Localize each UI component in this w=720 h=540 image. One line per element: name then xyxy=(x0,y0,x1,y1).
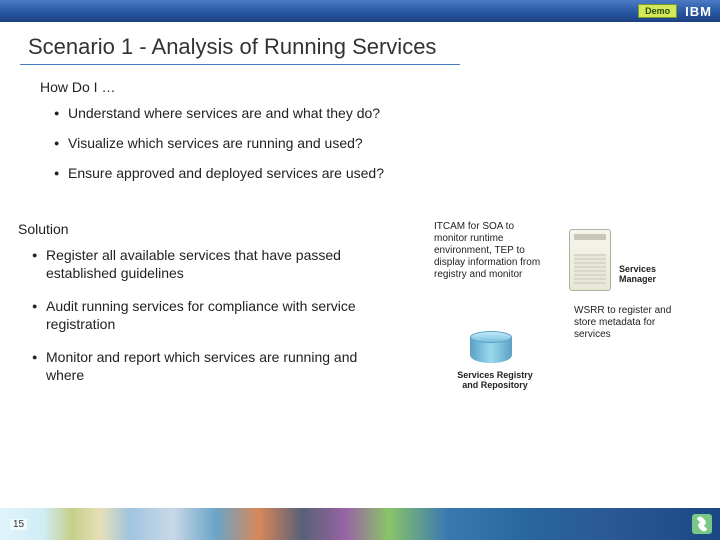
architecture-diagram: ITCAM for SOA to monitor runtime environ… xyxy=(394,221,694,421)
howdo-section: How Do I … Understand where services are… xyxy=(0,65,720,181)
server-icon xyxy=(569,229,611,291)
solution-section: Solution Register all available services… xyxy=(28,221,378,421)
ibm-logo: IBM xyxy=(685,4,712,19)
solution-list: Register all available services that hav… xyxy=(28,247,378,384)
footer-recycle-icon xyxy=(692,514,712,534)
demo-badge: Demo xyxy=(638,4,677,18)
solution-label: Solution xyxy=(18,221,378,237)
server-label: Services Manager xyxy=(619,265,689,285)
lower-section: Solution Register all available services… xyxy=(0,195,720,421)
diagram-note-itcam: ITCAM for SOA to monitor runtime environ… xyxy=(434,221,549,281)
footer-bar: 15 xyxy=(0,508,720,540)
solution-item: Register all available services that hav… xyxy=(32,247,378,282)
slide-title: Scenario 1 - Analysis of Running Service… xyxy=(0,22,720,64)
diagram-area: ITCAM for SOA to monitor runtime environ… xyxy=(394,221,704,421)
repository-label: Services Registry and Repository xyxy=(452,371,538,391)
database-icon xyxy=(470,331,512,365)
diagram-note-wsrr: WSRR to register and store metadata for … xyxy=(574,305,684,341)
header-bar: Demo IBM xyxy=(0,0,720,22)
solution-item: Audit running services for compliance wi… xyxy=(32,298,378,333)
slide-number: 15 xyxy=(10,519,27,530)
howdo-item: Understand where services are and what t… xyxy=(54,105,692,121)
howdo-item: Visualize which services are running and… xyxy=(54,135,692,151)
howdo-list: Understand where services are and what t… xyxy=(40,105,692,181)
howdo-item: Ensure approved and deployed services ar… xyxy=(54,165,692,181)
howdo-label: How Do I … xyxy=(40,79,692,95)
solution-item: Monitor and report which services are ru… xyxy=(32,349,378,384)
